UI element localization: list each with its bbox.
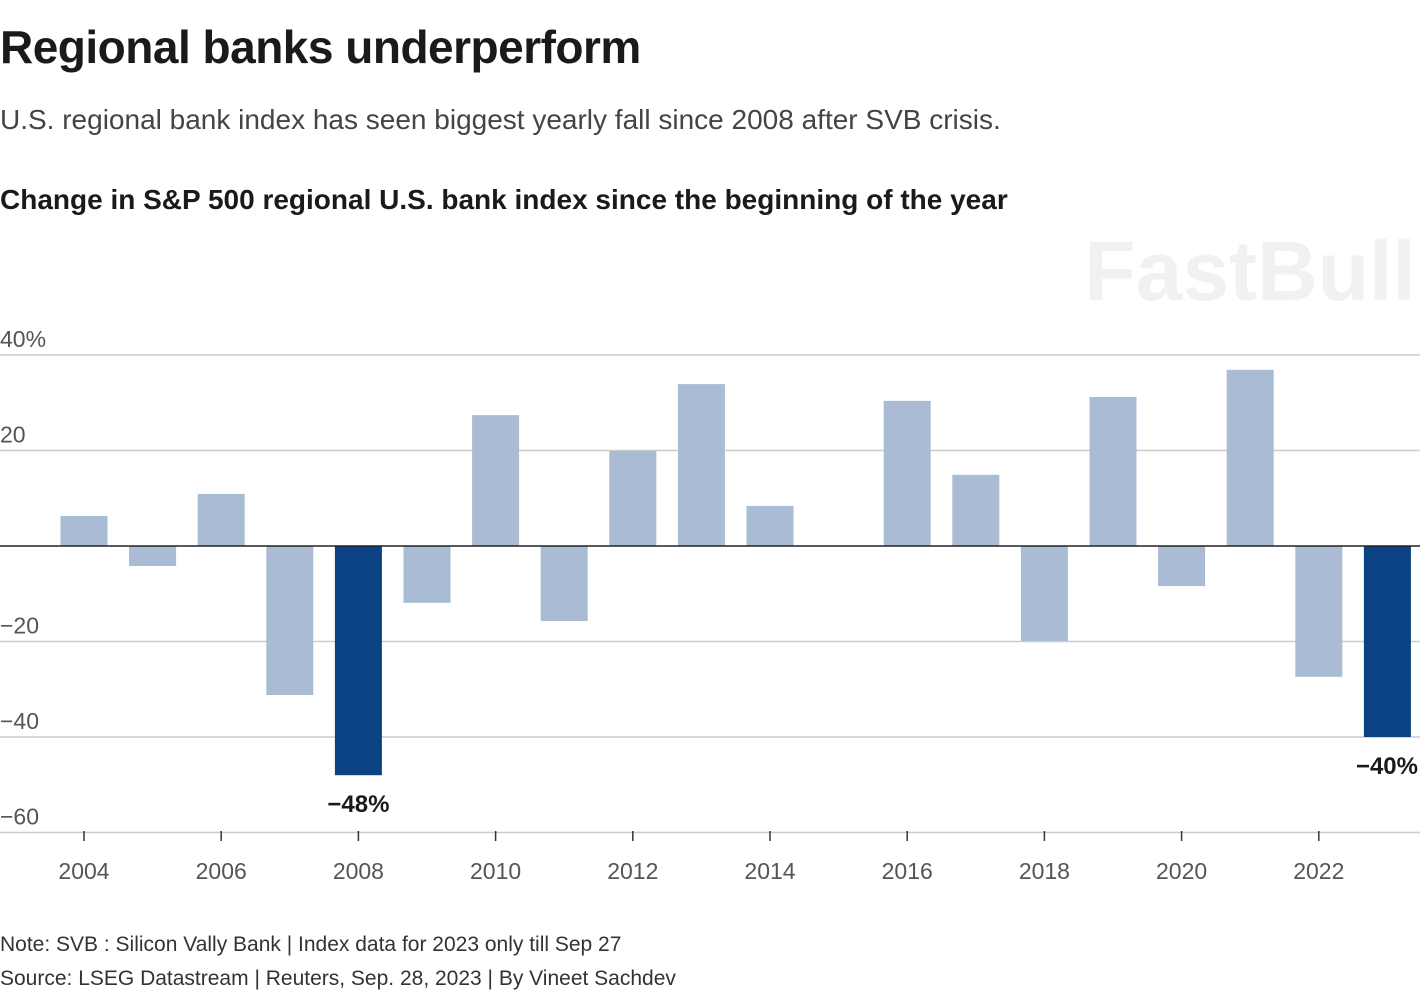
bar-2004: [60, 515, 108, 546]
bar-2012: [609, 450, 657, 546]
bar-2016: [883, 400, 931, 546]
bar-2006: [197, 493, 245, 546]
x-tick-label: 2022: [1293, 858, 1344, 884]
x-tick-label: 2018: [1019, 858, 1070, 884]
bar-2013: [677, 384, 725, 546]
bar-2009: [403, 546, 451, 603]
bar-2010: [472, 415, 520, 546]
bar-2019: [1089, 397, 1137, 546]
x-tick-label: 2008: [333, 858, 384, 884]
bar-2020: [1158, 546, 1206, 587]
bar-2022: [1295, 546, 1343, 677]
data-label: −48%: [327, 791, 389, 818]
x-tick-label: 2014: [744, 858, 795, 884]
bar-2005: [129, 546, 177, 567]
subtitle: U.S. regional bank index has seen bigges…: [0, 104, 1001, 135]
y-tick-label: 20: [0, 422, 26, 448]
data-label: −40%: [1356, 753, 1418, 780]
chart-title: Change in S&P 500 regional U.S. bank ind…: [0, 184, 1008, 215]
bar-2007: [266, 546, 314, 695]
x-tick-label: 2012: [607, 858, 658, 884]
page-title: Regional banks underperform: [0, 21, 641, 73]
bar-2011: [540, 546, 588, 621]
x-tick-label: 2020: [1156, 858, 1207, 884]
x-tick-label: 2004: [58, 858, 109, 884]
y-tick-label: −60: [0, 804, 39, 830]
y-tick-label: −40: [0, 708, 39, 734]
bar-2023: [1363, 546, 1411, 737]
note: Note: SVB : Silicon Vally Bank | Index d…: [0, 933, 622, 956]
y-tick-label: 40%: [0, 326, 46, 352]
x-tick-label: 2010: [470, 858, 521, 884]
bar-2018: [1020, 546, 1068, 642]
bar-2017: [952, 474, 1000, 546]
bar-2014: [746, 505, 794, 546]
x-tick-label: 2006: [196, 858, 247, 884]
y-tick-label: −20: [0, 613, 39, 639]
source: Source: LSEG Datastream | Reuters, Sep. …: [0, 967, 676, 990]
bar-2021: [1226, 369, 1274, 546]
bar-2008: [334, 546, 382, 776]
watermark: FastBull: [1084, 224, 1415, 318]
x-tick-label: 2016: [882, 858, 933, 884]
